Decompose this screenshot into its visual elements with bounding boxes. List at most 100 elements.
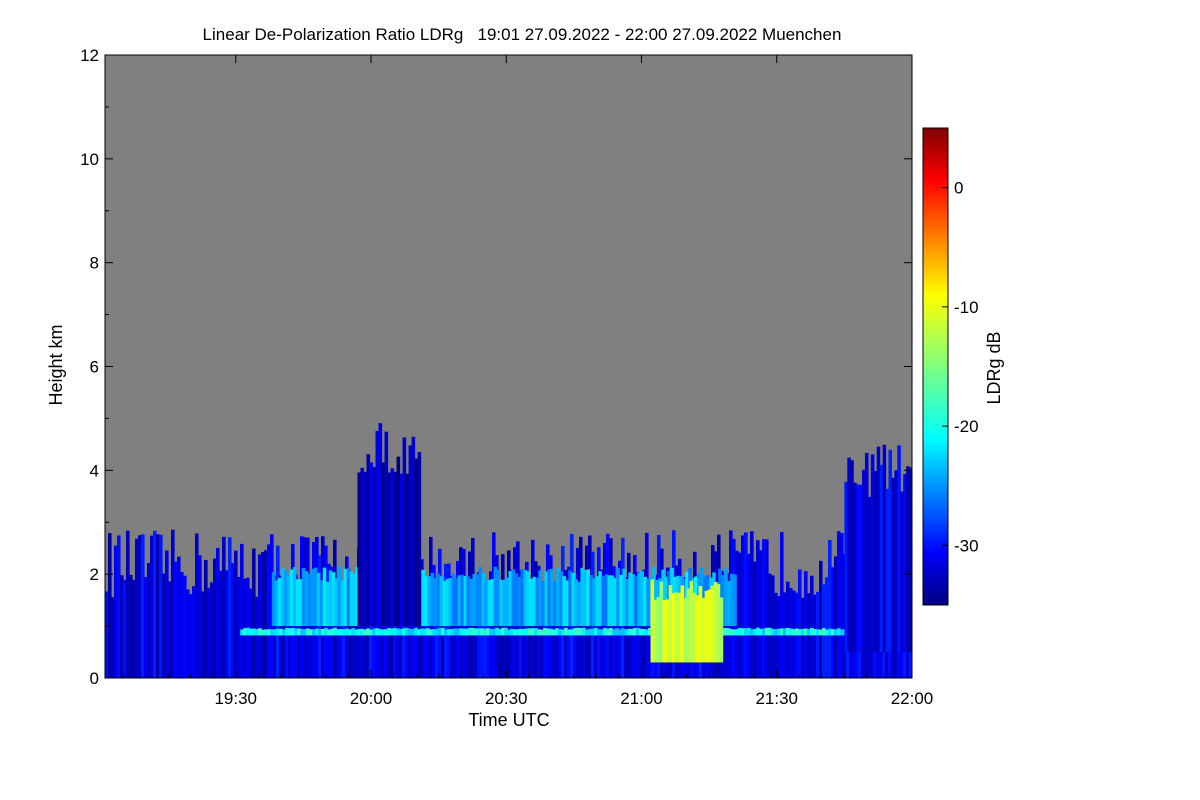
heatmap-cell <box>360 467 365 627</box>
heatmap-cell <box>726 628 730 636</box>
heatmap-cell <box>480 574 484 678</box>
heatmap-cell <box>716 584 721 663</box>
heatmap-cell <box>573 595 577 678</box>
heatmap-cell <box>246 627 250 636</box>
y-axis: 0 2 4 6 8 10 12 <box>80 46 912 688</box>
heatmap-cell <box>307 573 312 627</box>
heatmap-cell <box>439 576 444 627</box>
heatmap-cell <box>735 629 739 636</box>
heatmap-cell <box>786 627 790 636</box>
heatmap-cell <box>420 628 424 636</box>
heatmap-cell <box>301 568 306 627</box>
y-tick-label: 2 <box>90 565 99 584</box>
heatmap-cell <box>525 628 529 636</box>
heatmap-cell <box>656 597 661 663</box>
heatmap-cell <box>598 571 602 627</box>
heatmap-cell <box>492 628 496 636</box>
heatmap-cell <box>381 462 386 627</box>
heatmap-cell <box>777 596 781 678</box>
heatmap-cell <box>466 576 471 627</box>
heatmap-cell <box>882 444 887 653</box>
heatmap-cell <box>162 573 166 678</box>
heatmap-cell <box>719 597 724 663</box>
heatmap-cell <box>174 561 178 678</box>
heatmap-cell <box>369 629 373 636</box>
heatmap-cell <box>402 437 407 627</box>
heatmap-cell <box>780 532 784 678</box>
heatmap-cell <box>862 469 866 653</box>
heatmap-cell <box>432 629 436 636</box>
heatmap-cell <box>801 597 805 678</box>
heatmap-cell <box>579 627 583 636</box>
heatmap-cell <box>288 595 292 678</box>
heatmap-cell <box>442 580 447 627</box>
heatmap-cell <box>435 594 439 678</box>
heatmap-cell <box>906 466 910 653</box>
colorbar-gradient <box>922 127 949 606</box>
heatmap-cell <box>411 436 416 627</box>
heatmap-cell <box>589 574 593 627</box>
heatmap-cell <box>340 580 345 627</box>
heatmap-cell <box>777 628 781 636</box>
heatmap-cell <box>165 550 169 678</box>
heatmap-cell <box>828 539 832 678</box>
heatmap-cell <box>334 578 339 627</box>
heatmap-cell <box>879 464 884 653</box>
heatmap-cell <box>493 566 498 627</box>
heatmap-cell <box>294 574 298 678</box>
heatmap-cell <box>343 568 348 627</box>
heatmap-cell <box>526 571 531 627</box>
heatmap-cell <box>408 576 412 678</box>
heatmap-cell <box>381 629 385 636</box>
heatmap-cell <box>840 533 844 678</box>
heatmap-cell <box>310 568 315 627</box>
heatmap-cell <box>120 575 124 678</box>
heatmap-cell <box>771 575 775 678</box>
heatmap-cell <box>426 593 430 678</box>
heatmap-cell <box>508 571 513 627</box>
heatmap-cell <box>267 629 271 636</box>
heatmap-cell <box>591 628 595 636</box>
heatmap-cell <box>570 629 574 636</box>
heatmap-cell <box>637 572 641 627</box>
heatmap-cell <box>825 577 829 678</box>
heatmap-cell <box>453 628 457 636</box>
heatmap-cell <box>531 628 535 636</box>
heatmap-cell <box>342 593 346 678</box>
heatmap-cell <box>114 545 118 678</box>
heatmap-cell <box>219 570 223 678</box>
heatmap-cell <box>756 540 760 678</box>
colorbar-tick-label: -30 <box>954 536 979 555</box>
heatmap-cell <box>594 593 598 678</box>
heatmap-cell <box>270 534 274 678</box>
heatmap-cell <box>505 577 510 627</box>
heatmap-cell <box>327 629 331 636</box>
heatmap-cell <box>387 472 392 627</box>
heatmap-cell <box>357 628 361 636</box>
heatmap-cell <box>402 628 406 636</box>
x-tick-label: 21:00 <box>620 689 663 708</box>
heatmap-cell <box>686 588 691 663</box>
heatmap-cell <box>117 535 121 678</box>
heatmap-cell <box>475 574 480 627</box>
heatmap-cell <box>753 561 757 678</box>
heatmap-cell <box>511 569 516 627</box>
heatmap-cell <box>255 596 259 678</box>
heatmap-cell <box>369 462 374 627</box>
heatmap-cell <box>252 628 256 636</box>
heatmap-cell <box>888 449 893 653</box>
heatmap-cell <box>810 627 814 636</box>
heatmap-cell <box>733 574 737 627</box>
heatmap-cell <box>741 535 745 678</box>
heatmap-cell <box>480 628 484 636</box>
heatmap-cell <box>750 629 754 636</box>
heatmap-cell <box>561 629 565 636</box>
heatmap-cell <box>324 627 328 636</box>
heatmap-cell <box>759 550 763 678</box>
heatmap-cell <box>336 629 340 636</box>
heatmap-cell <box>903 473 907 653</box>
heatmap-cell <box>615 628 619 636</box>
heatmap-cell <box>303 629 307 636</box>
heatmap-cell <box>762 539 766 678</box>
